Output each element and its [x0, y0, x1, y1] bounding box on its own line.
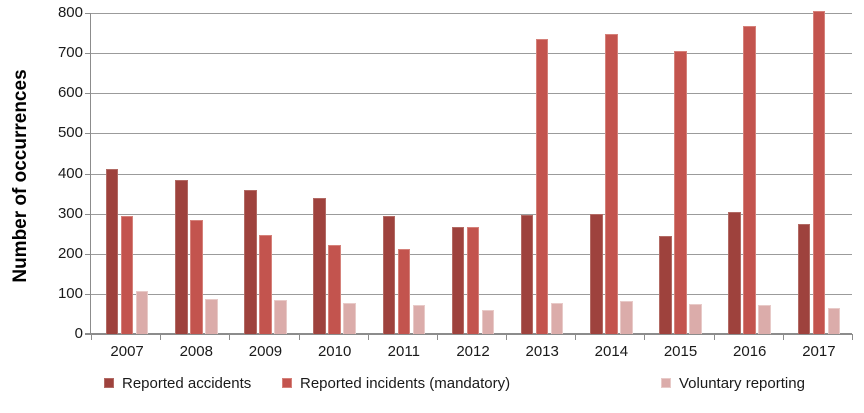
bar-2014-series-2: [605, 33, 618, 334]
y-tick-label: 300: [57, 204, 83, 222]
y-axis-tick: [85, 213, 91, 215]
bar-2007-series-1: [105, 169, 119, 334]
x-axis-tick: [91, 334, 92, 340]
x-tick-label: 2013: [525, 343, 559, 360]
y-tick-label: 600: [57, 84, 83, 102]
gridline: [91, 13, 852, 14]
y-axis-tick: [85, 293, 91, 295]
gridline: [91, 133, 852, 135]
legend-label: Reported incidents (mandatory): [300, 374, 511, 392]
bar-2013-series-3: [550, 302, 564, 334]
y-tick-label: 800: [57, 4, 83, 21]
x-axis-tick: [160, 334, 162, 340]
x-axis-tick: [436, 334, 438, 340]
bar-2009-series-2: [259, 235, 272, 334]
legend-item: Voluntary reporting: [661, 374, 805, 392]
x-tick-label: 2007: [110, 343, 144, 360]
y-axis-tick: [85, 133, 91, 135]
legend-item: Reported incidents (mandatory): [282, 374, 510, 392]
bar-2009-series-1: [244, 190, 257, 334]
bar-2011-series-3: [412, 305, 426, 334]
bar-2007-series-2: [120, 216, 134, 334]
x-axis-tick: [506, 334, 508, 340]
x-tick-label: 2010: [317, 343, 352, 360]
x-tick-label: 2014: [594, 343, 629, 360]
x-tick-label: 2011: [387, 343, 420, 360]
bar-2014-series-3: [620, 301, 633, 334]
legend-swatch: [104, 378, 114, 388]
bar-2013-series-1: [520, 214, 534, 334]
x-axis-tick: [575, 334, 577, 340]
x-tick-label: 2017: [802, 343, 836, 360]
bar-2008-series-2: [190, 220, 203, 334]
legend-item: Reported accidents: [104, 374, 251, 392]
x-axis-tick: [367, 334, 369, 340]
y-tick-label: 0: [74, 325, 83, 342]
bar-2015-series-3: [689, 303, 702, 334]
bar-2008-series-1: [175, 180, 188, 334]
bar-2016-series-3: [758, 305, 771, 334]
x-tick-label: 2009: [248, 343, 283, 360]
y-axis-tick: [85, 53, 91, 55]
bar-2015-series-1: [659, 235, 672, 334]
legend-label: Voluntary reporting: [679, 374, 805, 392]
bar-2007-series-3: [135, 290, 149, 334]
x-axis-tick: [782, 334, 784, 340]
bar-2008-series-3: [205, 298, 218, 334]
bar-2009-series-3: [274, 300, 287, 334]
y-axis-tick: [85, 93, 91, 95]
legend-label: Reported accidents: [122, 374, 252, 392]
bar-2010-series-1: [313, 198, 326, 334]
bar-2017-series-2: [812, 10, 826, 334]
bar-2011-series-2: [397, 248, 411, 334]
bar-2017-series-1: [797, 224, 811, 334]
x-tick-label: 2012: [456, 343, 490, 360]
bar-2012-series-2: [466, 226, 480, 334]
gridline: [91, 53, 852, 55]
y-tick-label: 500: [57, 124, 83, 142]
bar-2014-series-1: [590, 213, 603, 334]
bar-2010-series-3: [343, 302, 356, 334]
y-axis-tick: [85, 173, 91, 175]
gridline: [91, 173, 852, 175]
y-tick-label: 700: [57, 44, 83, 62]
x-axis-tick: [713, 334, 715, 340]
x-tick-label: 2016: [733, 343, 767, 360]
x-axis-tick: [298, 334, 300, 340]
y-tick-label: 100: [57, 284, 83, 302]
bar-2017-series-3: [827, 308, 841, 334]
y-axis-title: Number of occurrences: [10, 69, 31, 283]
y-tick-label: 200: [57, 244, 83, 262]
x-tick-label: 2008: [179, 343, 213, 360]
y-axis-tick: [85, 253, 91, 255]
legend-swatch: [661, 378, 671, 388]
bar-2010-series-2: [328, 245, 341, 334]
bar-2016-series-2: [743, 26, 756, 334]
y-axis-line: [90, 13, 91, 334]
bar-2012-series-3: [481, 309, 495, 334]
bar-2011-series-1: [382, 215, 396, 334]
x-axis-tick: [852, 334, 853, 340]
gridline: [91, 213, 852, 215]
x-axis-tick: [229, 334, 231, 340]
y-axis-tick: [85, 13, 91, 14]
bar-2013-series-2: [535, 38, 549, 334]
x-tick-label: 2015: [663, 343, 698, 360]
bar-2015-series-2: [674, 50, 687, 334]
bar-2012-series-1: [451, 226, 465, 334]
y-tick-label: 400: [57, 164, 83, 182]
x-axis-tick: [644, 334, 646, 340]
gridline: [91, 93, 852, 95]
legend-swatch: [282, 378, 292, 388]
x-axis-line: [85, 333, 852, 335]
bar-2016-series-1: [728, 211, 741, 334]
